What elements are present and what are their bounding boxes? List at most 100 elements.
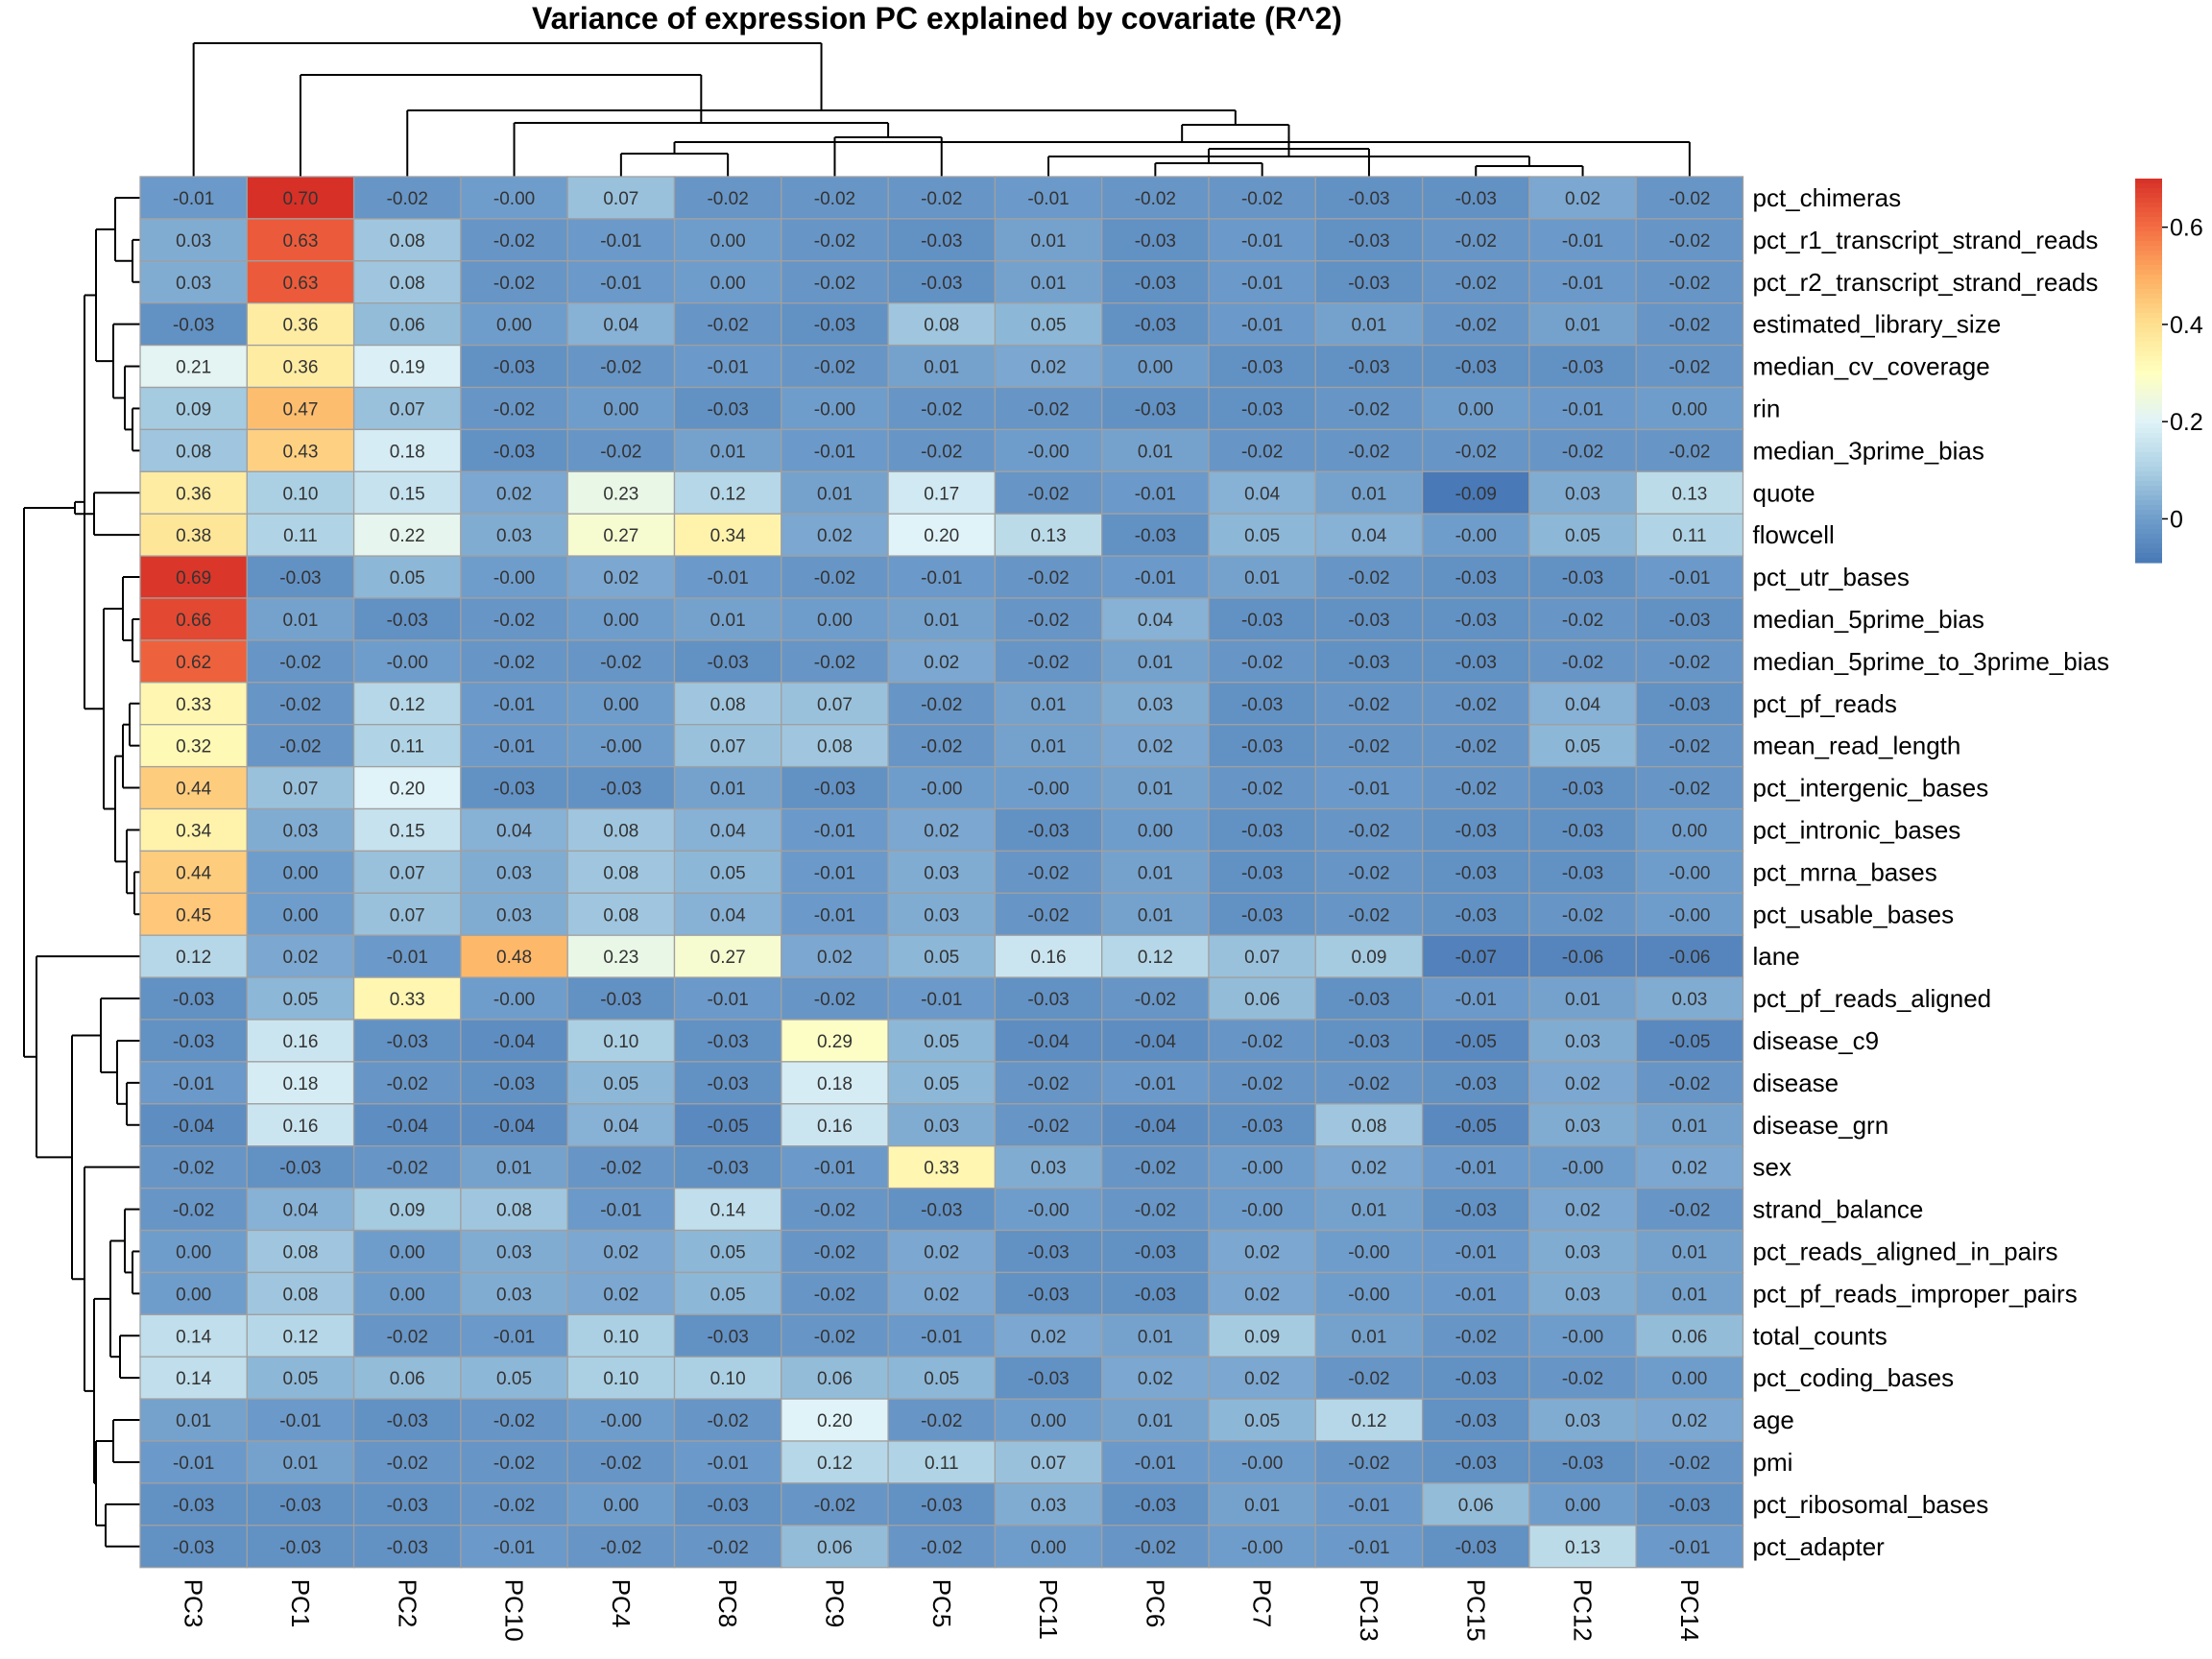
cell-value-label: 0.16 [817,1117,853,1137]
cell-value-label: -0.02 [1135,1201,1176,1221]
cell-value-label: 0.06 [817,1538,853,1558]
cell-value-label: 0.63 [282,231,318,252]
cell-value-label: 0.04 [496,821,532,841]
cell-value-label: 0.45 [176,905,211,926]
cell-value-label: -0.03 [1027,821,1069,841]
cell-value-label: -0.02 [600,1159,641,1179]
cell-value-label: -0.01 [707,358,748,378]
cell-value-label: -0.03 [1348,231,1389,252]
row-label: disease [1753,1069,1839,1097]
cell-value-label: -0.02 [1027,484,1069,504]
heatmap-cell [1528,386,1637,431]
heatmap-cell [460,1145,568,1190]
cell-value-label: -0.02 [814,1242,855,1262]
cell-value-label: -0.02 [1241,189,1283,209]
heatmap-cell [1208,1398,1316,1442]
heatmap-cell [994,1482,1103,1527]
cell-value-label: -0.02 [493,274,535,294]
cell-value-label: 0.08 [1351,1117,1386,1137]
heatmap-cell [352,850,462,894]
cell-value-label: 0.20 [924,526,959,546]
cell-value-label: -0.03 [1348,653,1389,673]
cell-value-label: 0.07 [710,737,746,757]
cell-value-label: 0.02 [924,821,959,841]
heatmap-cell [139,555,248,599]
legend-gradient-step [2135,548,2162,554]
cell-value-label: 0.04 [1138,611,1173,631]
legend-gradient-step [2135,270,2162,276]
heatmap-cell [1208,555,1316,599]
cell-value-label: -0.03 [1241,737,1283,757]
heatmap-cell [673,1187,782,1232]
cell-value-label: -0.02 [814,358,855,378]
cell-value-label: 0.01 [710,442,746,462]
cell-value-label: -0.00 [1562,1327,1603,1347]
heatmap-cell [460,1061,568,1105]
heatmap-cell [1208,1313,1316,1358]
legend-gradient-step [2135,433,2162,439]
heatmap-cell [352,1187,462,1232]
cell-value-label: -0.02 [493,1454,535,1474]
heatmap-cell [781,1061,889,1105]
cell-value-label: -0.03 [1135,399,1176,420]
cell-value-label: -0.01 [1669,1538,1710,1558]
legend-gradient-step [2135,438,2162,444]
legend-gradient-step [2135,414,2162,420]
cell-value-label: 0.11 [925,1454,959,1474]
heatmap-cell [1635,1398,1744,1442]
cell-value-label: -0.03 [493,780,535,800]
cell-value-label: -0.02 [1348,568,1389,589]
heatmap-cell [460,850,568,894]
heatmap-cell [460,682,568,726]
heatmap-cell [1314,639,1424,684]
cell-value-label: -0.02 [1562,905,1603,926]
heatmap-cell [1421,1229,1530,1274]
heatmap-cell [566,176,676,220]
heatmap-cell [352,976,462,1021]
cell-value-label: -0.06 [1562,948,1603,968]
cell-value-label: -0.02 [814,1496,855,1516]
heatmap-cell [352,513,462,557]
legend-gradient-step [2135,371,2162,376]
legend-gradient-step [2135,390,2162,396]
heatmap-cell [1528,639,1637,684]
cell-value-label: -0.02 [814,990,855,1010]
column-dendrogram [192,42,1691,177]
row-label: pct_pf_reads_improper_pairs [1753,1279,2078,1308]
heatmap-cell [246,555,355,599]
heatmap-cell [1635,555,1744,599]
cell-value-label: 0.00 [1138,358,1173,378]
cell-value-label: -0.02 [1669,189,1710,209]
heatmap-cell [1635,176,1744,220]
cell-value-label: -0.01 [493,1538,535,1558]
heatmap-cell [1421,639,1530,684]
cell-value-label: 0.21 [176,358,211,378]
heatmap-cell [1421,597,1530,641]
cell-value-label: 0.08 [176,442,211,462]
cell-value-label: -0.03 [1562,780,1603,800]
cell-value-label: 0.00 [817,611,853,631]
heatmap-cell [1528,1271,1637,1315]
cell-value-label: 0.00 [1031,1411,1067,1431]
cell-value-label: 0.07 [603,189,638,209]
heatmap-cell [673,1356,782,1400]
cell-value-label: 0.08 [282,1242,318,1262]
heatmap-cell [352,428,462,472]
legend-tick-label: 0 [2170,506,2183,533]
heatmap-cell [1208,1229,1316,1274]
cell-value-label: -0.02 [1027,568,1069,589]
heatmap-cell [566,470,676,515]
cell-value-label: 0.05 [924,948,959,968]
cell-value-label: -0.09 [1455,484,1497,504]
heatmap-cell [887,934,997,978]
cell-value-label: -0.00 [600,737,641,757]
heatmap-cell [1635,850,1744,894]
cell-value-label: -0.03 [1455,653,1497,673]
heatmap-cell [139,1398,248,1442]
heatmap-cell [1635,1271,1744,1315]
heatmap-cell [1208,1482,1316,1527]
cell-value-label: -0.02 [1241,780,1283,800]
legend-gradient-step [2135,251,2162,256]
cell-value-label: 0.01 [817,484,853,504]
legend-gradient-step [2135,457,2162,463]
